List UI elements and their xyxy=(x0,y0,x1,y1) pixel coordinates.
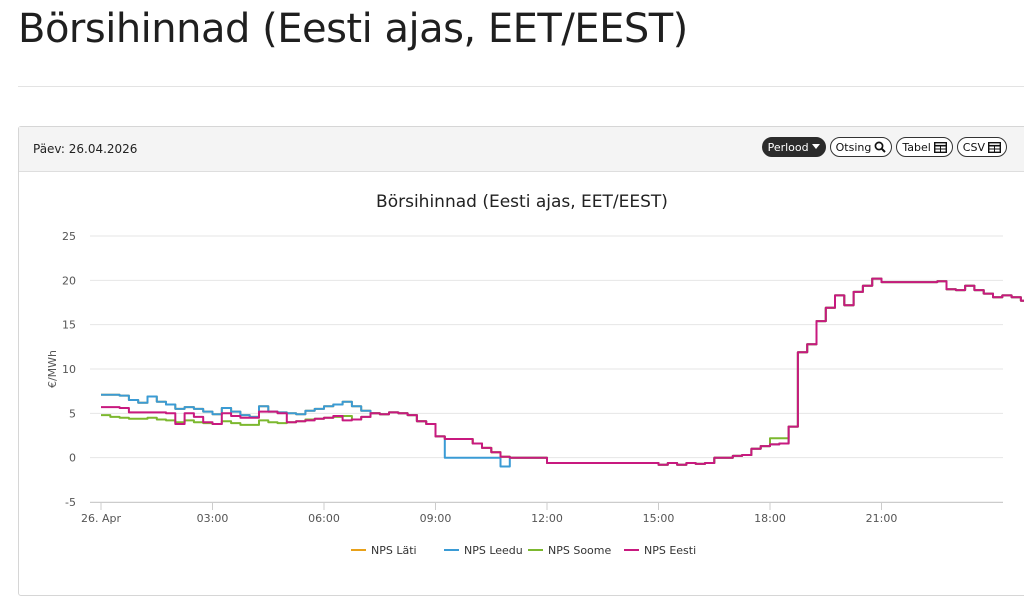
chart-panel: Päev: 26.04.2026 Perlood Otsing Tabel CS… xyxy=(18,126,1024,596)
page-title: Börsihinnad (Eesti ajas, EET/EEST) xyxy=(18,6,688,52)
x-tick-label: 15:00 xyxy=(643,512,675,525)
x-tick-label: 03:00 xyxy=(197,512,229,525)
x-tick-label: 26. Apr xyxy=(81,512,121,525)
table-icon xyxy=(988,141,1001,153)
period-button[interactable]: Perlood xyxy=(761,137,826,157)
y-tick-label: 0 xyxy=(69,452,76,465)
search-button[interactable]: Otsing xyxy=(829,137,893,157)
csv-button[interactable]: CSV xyxy=(956,137,1007,157)
table-icon xyxy=(933,141,947,153)
csv-button-label: CSV xyxy=(962,140,985,154)
table-button-label: Tabel xyxy=(902,140,931,154)
price-chart: Börsihinnad (Eesti ajas, EET/EEST) -5 0 5 10… xyxy=(46,192,1024,557)
x-tick-label: 06:00 xyxy=(308,512,340,525)
series-line xyxy=(101,277,1024,466)
y-tick-label: 25 xyxy=(62,230,76,243)
search-icon xyxy=(874,141,887,153)
title-divider xyxy=(18,86,1024,87)
legend-item: NPS Läti xyxy=(371,544,417,557)
legend-item: NPS Leedu xyxy=(464,544,523,557)
x-tick-label: 18:00 xyxy=(754,512,786,525)
x-tick-label: 21:00 xyxy=(866,512,898,525)
caret-down-icon xyxy=(811,144,820,149)
legend-item: NPS Soome xyxy=(548,544,611,557)
date-label: Päev: 26.04.2026 xyxy=(33,142,138,156)
panel-header: Päev: 26.04.2026 Perlood Otsing Tabel CS… xyxy=(19,127,1024,172)
toolbar: Perlood Otsing Tabel CSV xyxy=(761,137,1007,157)
legend-item: NPS Eesti xyxy=(644,544,696,557)
series-line xyxy=(101,277,1024,466)
period-button-label: Perlood xyxy=(767,140,809,154)
y-tick-label: 10 xyxy=(62,363,76,376)
table-button[interactable]: Tabel xyxy=(896,137,953,157)
chart-title: Börsihinnad (Eesti ajas, EET/EEST) xyxy=(376,192,668,212)
x-tick-label: 12:00 xyxy=(531,512,563,525)
y-tick-label: 20 xyxy=(62,274,76,287)
y-tick-label: -5 xyxy=(65,496,76,509)
series-line xyxy=(101,277,1024,466)
y-tick-label: 5 xyxy=(69,407,76,420)
series-line xyxy=(101,277,1024,468)
search-button-label: Otsing xyxy=(835,140,872,154)
x-tick-label: 09:00 xyxy=(420,512,452,525)
y-tick-label: 15 xyxy=(62,319,76,332)
y-axis-label: €/MWh xyxy=(46,350,59,388)
